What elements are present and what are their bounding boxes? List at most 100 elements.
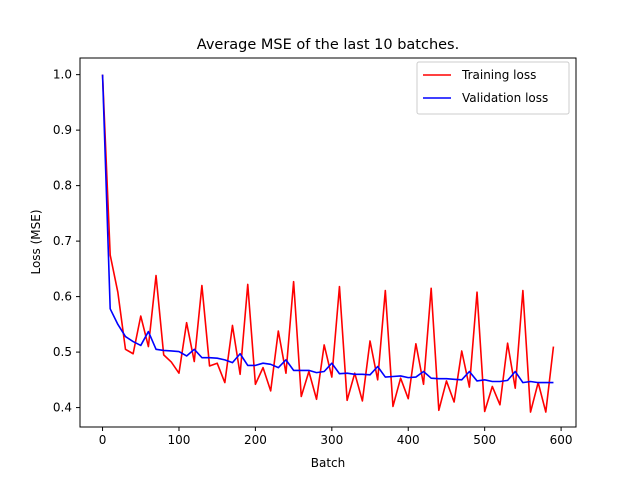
data-point — [515, 371, 516, 372]
data-point — [293, 370, 294, 371]
data-point — [507, 380, 508, 381]
data-point — [255, 365, 256, 366]
data-point — [324, 371, 325, 372]
x-tick-label: 300 — [320, 433, 343, 447]
data-point — [331, 363, 332, 364]
x-axis-label: Batch — [311, 456, 346, 470]
series-line-validation-loss — [101, 74, 554, 384]
data-point — [186, 355, 187, 356]
data-point — [553, 382, 554, 383]
data-point — [209, 365, 210, 366]
data-point — [377, 379, 378, 380]
data-point — [125, 336, 126, 337]
data-point — [293, 281, 294, 282]
data-point — [117, 324, 118, 325]
data-point — [186, 322, 187, 323]
data-point — [469, 371, 470, 372]
data-point — [263, 367, 264, 368]
data-point — [278, 367, 279, 368]
data-point — [156, 349, 157, 350]
data-point — [224, 359, 225, 360]
data-point — [140, 316, 141, 317]
data-point — [347, 400, 348, 401]
data-point — [492, 386, 493, 387]
data-point — [148, 346, 149, 347]
data-point — [377, 366, 378, 367]
data-point — [232, 325, 233, 326]
data-point — [469, 387, 470, 388]
data-point — [461, 379, 462, 380]
data-point — [133, 353, 134, 354]
data-point — [163, 354, 164, 355]
data-point — [362, 400, 363, 401]
data-point — [484, 379, 485, 380]
data-point — [163, 350, 164, 351]
data-point — [499, 404, 500, 405]
data-point — [408, 398, 409, 399]
data-point — [316, 372, 317, 373]
data-point — [117, 292, 118, 293]
data-point — [178, 351, 179, 352]
data-point — [415, 343, 416, 344]
data-point — [530, 381, 531, 382]
data-point — [125, 349, 126, 350]
legend-label: Validation loss — [462, 91, 548, 105]
x-tick-label: 500 — [473, 433, 496, 447]
plot-frame — [79, 57, 577, 428]
data-point — [400, 378, 401, 379]
data-point — [339, 373, 340, 374]
data-point — [431, 288, 432, 289]
data-point — [316, 399, 317, 400]
data-point — [331, 377, 332, 378]
data-point — [385, 377, 386, 378]
data-point — [370, 374, 371, 375]
data-point — [247, 365, 248, 366]
data-point — [324, 344, 325, 345]
data-point — [408, 377, 409, 378]
data-point — [308, 370, 309, 371]
x-tick-label: 400 — [397, 433, 420, 447]
data-point — [232, 362, 233, 363]
legend: Training loss Validation loss — [416, 61, 570, 115]
data-point — [392, 376, 393, 377]
data-point — [171, 362, 172, 363]
y-tick-label: 0.5 — [53, 345, 72, 359]
y-axis-label: Loss (MSE) — [29, 209, 43, 274]
data-point — [347, 373, 348, 374]
data-point — [477, 380, 478, 381]
data-point — [240, 353, 241, 354]
data-point — [415, 377, 416, 378]
data-point — [148, 331, 149, 332]
data-point — [263, 363, 264, 364]
data-point — [178, 373, 179, 374]
data-point — [454, 402, 455, 403]
y-tick-label: 0.8 — [53, 179, 72, 193]
data-point — [110, 308, 111, 309]
data-point — [339, 286, 340, 287]
data-point — [423, 371, 424, 372]
data-point — [194, 349, 195, 350]
data-point — [515, 388, 516, 389]
data-point — [217, 358, 218, 359]
x-tick-label: 200 — [244, 433, 267, 447]
data-point — [522, 382, 523, 383]
y-tick-label: 1.0 — [53, 68, 72, 82]
data-point — [423, 384, 424, 385]
data-point — [446, 378, 447, 379]
data-point — [209, 357, 210, 358]
data-point — [362, 374, 363, 375]
x-tick-label: 600 — [550, 433, 573, 447]
data-point — [484, 411, 485, 412]
chart-title: Average MSE of the last 10 batches. — [197, 37, 459, 53]
data-point — [492, 381, 493, 382]
data-point — [224, 382, 225, 383]
y-tick-label: 0.9 — [53, 123, 72, 137]
data-point — [454, 379, 455, 380]
data-point — [140, 345, 141, 346]
data-point — [530, 412, 531, 413]
data-point — [522, 290, 523, 291]
data-point — [285, 359, 286, 360]
data-point — [477, 292, 478, 293]
data-point — [217, 363, 218, 364]
data-point — [507, 343, 508, 344]
